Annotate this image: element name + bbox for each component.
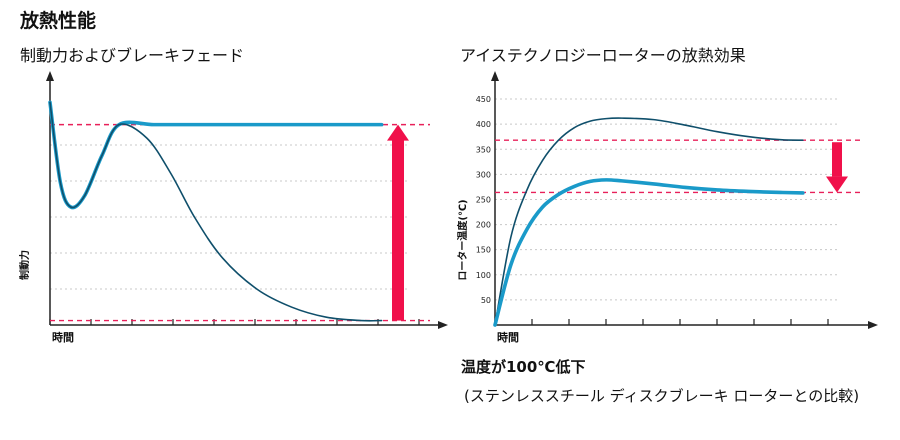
y-tick-label: 100 [476, 271, 491, 280]
y-tick-label: 300 [476, 170, 491, 179]
series-line-primary [48, 100, 384, 210]
comparison-note: (ステンレススチール ディスクブレーキ ローターとの比較) [464, 387, 860, 405]
series-line-secondary [493, 178, 805, 327]
brake-force-chart: 時間 制動力 [18, 71, 448, 344]
x-axis-label: 時間 [52, 330, 74, 344]
y-tick-label: 400 [476, 120, 491, 129]
series-line-primary [494, 117, 804, 326]
y-axis-arrowhead [491, 71, 499, 81]
x-axis-arrowhead [438, 321, 448, 329]
heat-dissipation-chart: 50 100 150 200 250 300 350 400 450 時間 ローター温度(℃) [456, 71, 878, 344]
y-axis-arrowhead [46, 71, 54, 81]
y-tick-label: 150 [476, 246, 491, 255]
y-tick-label: 250 [476, 195, 491, 204]
y-tick-label: 450 [476, 95, 491, 104]
y-tick-label: 200 [476, 221, 491, 230]
y-tick-label: 350 [476, 145, 491, 154]
heat-dissipation-chart-title: アイステクノロジーローターの放熱効果 [460, 46, 746, 65]
temperature-drop-note: 温度が100℃低下 [461, 358, 586, 376]
y-tick-label: 50 [481, 296, 491, 305]
y-axis-label: ローター温度(℃) [456, 199, 469, 280]
series-line-secondary [49, 101, 383, 322]
arrow-shaft [832, 142, 842, 177]
arrow-head [387, 124, 409, 141]
x-axis-label: 時間 [497, 330, 519, 344]
y-axis-label: 制動力 [18, 250, 31, 280]
arrow-shaft [392, 138, 404, 321]
brake-force-chart-title: 制動力およびブレーキフェード [20, 46, 245, 65]
x-axis-arrowhead [868, 321, 878, 329]
page-title: 放熱性能 [20, 10, 97, 32]
arrow-head [826, 176, 848, 193]
